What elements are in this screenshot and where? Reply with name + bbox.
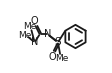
Text: O: O	[30, 16, 38, 26]
Text: N: N	[44, 29, 51, 39]
Text: Me: Me	[23, 22, 37, 31]
Text: Me: Me	[18, 31, 31, 40]
Text: Me: Me	[55, 54, 68, 63]
Text: N: N	[31, 37, 38, 47]
Text: O: O	[48, 52, 55, 62]
Text: S: S	[54, 37, 61, 47]
